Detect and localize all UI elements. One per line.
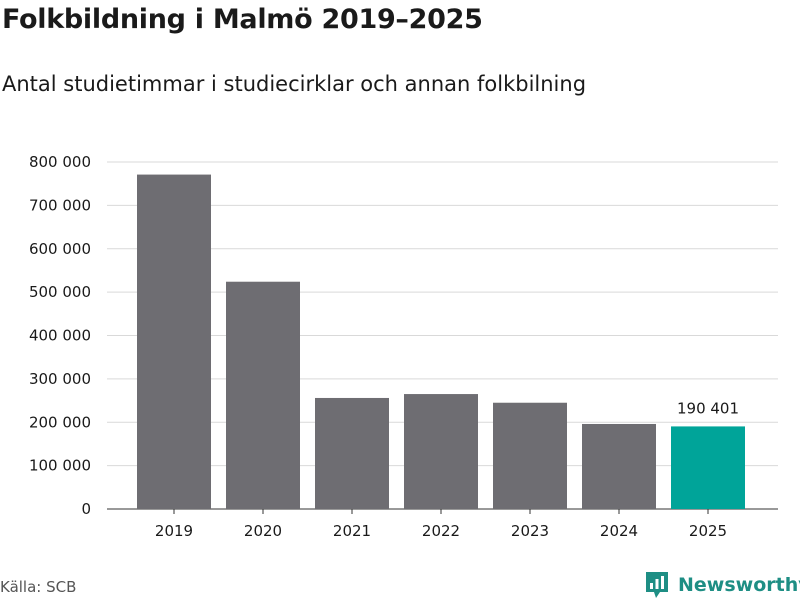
bar [226, 281, 300, 509]
newsworthy-icon [646, 572, 668, 598]
y-tick-label: 500 000 [29, 283, 91, 301]
x-tick-label: 2024 [600, 522, 638, 540]
data-label: 190 401 [677, 399, 739, 417]
x-tick-label: 2020 [244, 522, 282, 540]
x-tick-label: 2023 [511, 522, 549, 540]
x-tick-label: 2019 [155, 522, 193, 540]
bar [315, 397, 389, 509]
bar [137, 174, 211, 510]
y-tick-label: 300 000 [29, 370, 91, 388]
y-tick-label: 600 000 [29, 240, 91, 258]
bar [582, 423, 656, 509]
y-tick-label: 100 000 [29, 457, 91, 475]
source-label: Källa: SCB [0, 578, 77, 596]
y-tick-label: 0 [81, 500, 91, 518]
x-tick-label: 2025 [689, 522, 727, 540]
bar [493, 402, 567, 509]
chart-title: Folkbildning i Malmö 2019–2025 [2, 4, 483, 35]
x-tick-label: 2022 [422, 522, 460, 540]
y-tick-label: 400 000 [29, 327, 91, 345]
y-tick-label: 700 000 [29, 196, 91, 214]
brand-name: Newsworthy [678, 574, 800, 596]
bar [404, 394, 478, 509]
y-tick-label: 200 000 [29, 413, 91, 431]
x-tick-label: 2021 [333, 522, 371, 540]
newsworthy-logo: Newsworthy [644, 570, 800, 600]
chart-subtitle: Antal studietimmar i studiecirklar och a… [2, 72, 587, 96]
bar-highlight [671, 426, 745, 509]
y-tick-label: 800 000 [29, 153, 91, 171]
